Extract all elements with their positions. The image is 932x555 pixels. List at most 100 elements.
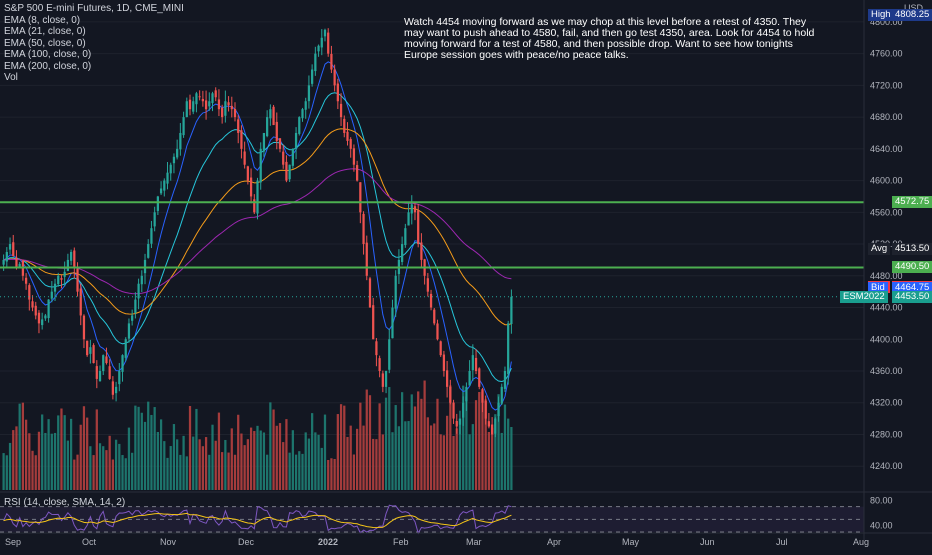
legend-ema-21[interactable]: EMA (21, close, 0) (4, 26, 86, 37)
price-tick-label: 4480.00 (870, 271, 903, 281)
legend-ema-8[interactable]: EMA (8, close, 0) (4, 14, 81, 26)
volume-bar (221, 452, 224, 490)
rsi-tick-label: 80.00 (870, 495, 893, 505)
time-tick-label: Aug (853, 537, 869, 547)
candle-body (327, 32, 330, 54)
volume-bar (18, 403, 21, 490)
candle-body (253, 199, 256, 213)
volume-bar (137, 406, 140, 490)
volume-bar (307, 438, 311, 490)
candle-body (343, 118, 346, 133)
volume-bar (198, 439, 201, 490)
volume-bar (262, 432, 266, 490)
volume-bar (15, 426, 18, 490)
volume-bar (143, 421, 147, 490)
candle-body (73, 250, 76, 268)
volume-bar (465, 396, 468, 490)
candle-body (195, 93, 198, 105)
volume-bar (410, 394, 413, 490)
volume-bar (455, 428, 458, 490)
time-tick-label: Jul (776, 537, 788, 547)
volume-bar (195, 408, 198, 490)
volume-bar (166, 457, 169, 490)
candle-body (510, 296, 513, 324)
candle-body (439, 341, 442, 356)
volume-bar (420, 398, 423, 490)
candle-body (323, 29, 327, 37)
candle-body (134, 299, 137, 313)
candle-body (391, 307, 394, 339)
volume-bar (320, 447, 323, 490)
candle-body (108, 366, 111, 379)
level-lines[interactable] (0, 201, 864, 298)
candle-body (201, 98, 204, 102)
time-tick-label: Mar (466, 537, 482, 547)
price-tick-label: 4240.00 (870, 461, 903, 471)
candle-body (378, 358, 381, 371)
candle-body (413, 206, 417, 213)
legend-ema-50[interactable]: EMA (50, close, 0) (4, 37, 86, 49)
volume-bar (211, 424, 214, 490)
candle-body (224, 101, 227, 116)
volume-bar (140, 412, 143, 490)
candle-body (462, 402, 465, 418)
volume-bar (131, 452, 134, 490)
rsi-pane[interactable]: 80.00 40.00 (0, 491, 932, 535)
candles (2, 28, 513, 438)
candle-body (269, 109, 272, 119)
candle-body (92, 345, 95, 364)
price-axis[interactable]: 4800.00 4760.00 4720.00 4680.00 4640.00 4600.… (863, 0, 903, 540)
legend-volume[interactable]: Vol (4, 72, 18, 83)
rsi-legend[interactable]: RSI (14, close, SMA, 14, 2) (4, 497, 126, 508)
volume-bar (57, 415, 60, 490)
volume-bar (224, 439, 227, 490)
volume-bar (259, 430, 262, 490)
volume-bar (445, 415, 449, 490)
volume-bar (298, 451, 301, 490)
ema-8-line (3, 61, 512, 411)
volume-bar (24, 419, 28, 490)
time-tick-label: Oct (82, 537, 97, 547)
candle-body (82, 315, 86, 340)
candle-body (127, 323, 131, 339)
volume-bar (336, 414, 339, 490)
volume-bar (359, 402, 362, 490)
volume-bar (404, 421, 407, 490)
volume-bar (282, 442, 285, 490)
symbol-title[interactable]: S&P 500 E-mini Futures, 1D, CME_MINI (4, 3, 184, 14)
volume-bar (278, 423, 282, 490)
volume-bar (240, 433, 243, 490)
legend-ema-200[interactable]: EMA (200, close, 0) (4, 60, 92, 72)
time-axis[interactable]: Sep Oct Nov Dec 2022 Feb Mar Apr May Jun Jul Aug (0, 532, 932, 547)
candle-body (503, 370, 507, 389)
candle-body (124, 339, 127, 358)
candle-body (259, 148, 262, 183)
candle-body (159, 188, 163, 194)
candle-body (301, 109, 304, 119)
candle-body (24, 277, 28, 284)
volume-bar (182, 435, 185, 490)
time-tick-label: 2022 (318, 537, 338, 547)
badge-label: ESM2022 (840, 291, 888, 303)
volume-bar (37, 431, 41, 490)
candle-body (211, 93, 214, 104)
time-tick-label: Nov (160, 537, 177, 547)
text-note[interactable]: Watch 4454 moving forward as we may chop… (404, 16, 815, 61)
price-tick-label: 4560.00 (870, 207, 903, 217)
legend-ema-100[interactable]: EMA (100, close, 0) (4, 49, 92, 60)
candle-body (368, 278, 372, 308)
candle-body (356, 165, 359, 181)
volume-bar (468, 434, 471, 490)
candle-body (420, 242, 423, 260)
candle-body (214, 90, 217, 98)
price-tick-label: 4800.00 (870, 17, 903, 27)
volume-bar (388, 387, 391, 490)
volume-bar (349, 425, 352, 490)
candle-body (455, 420, 458, 427)
candle-body (50, 291, 53, 299)
candle-body (449, 386, 452, 403)
volume-bar (28, 433, 31, 490)
candle-body (285, 161, 288, 181)
